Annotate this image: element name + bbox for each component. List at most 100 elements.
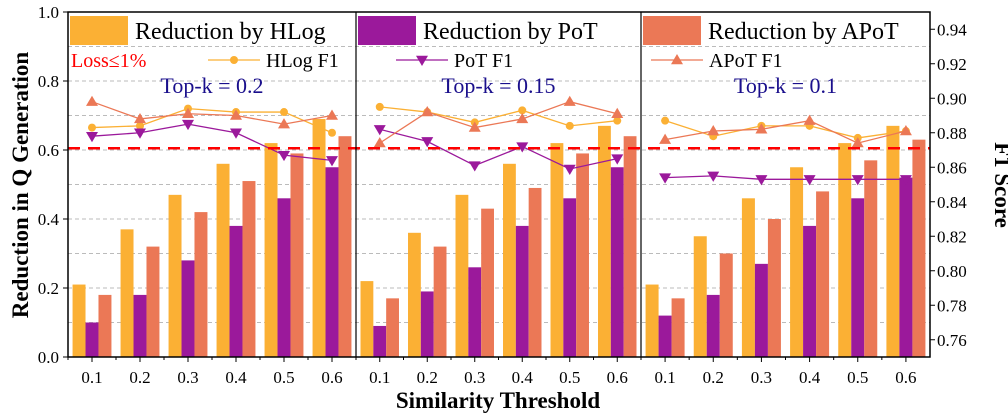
f1-marker-tri-up (659, 133, 672, 144)
legend-bar-label: Reduction by HLog (135, 19, 326, 45)
bar-HLog (72, 284, 86, 357)
ticks: 0.0 0.2 0.4 0.6 0.8 1.0 0.76 0.78 0.80 0.82 0.84 0.… (38, 3, 968, 387)
bar-APoT (816, 191, 830, 357)
legend-bar-label: Reduction by PoT (423, 19, 598, 45)
bar-HLog (120, 229, 134, 357)
bar-APoT (386, 298, 399, 357)
bar-HLog (790, 167, 804, 357)
legend-line-label: PoT F1 (454, 50, 513, 72)
bar-APoT (912, 139, 926, 357)
x-tick-label: 0.3 (464, 368, 485, 387)
bar-PoT (277, 198, 291, 357)
bar-PoT (803, 225, 817, 357)
y-right-tick-label: 0.88 (937, 124, 967, 143)
bar-PoT (325, 167, 339, 357)
bar-HLog (741, 198, 755, 357)
bar-PoT (420, 291, 434, 357)
bar-APoT (98, 294, 112, 357)
bar-PoT (706, 294, 720, 357)
bar-PoT (373, 325, 387, 357)
x-tick-label: 0.1 (369, 368, 390, 387)
bar-HLog (360, 281, 374, 357)
loss-label: Loss≤1% (71, 50, 146, 72)
bar-HLog (598, 125, 611, 357)
f1-lines (68, 54, 930, 186)
f1-line-HLog (664, 120, 907, 139)
f1-line-PoT (379, 128, 618, 170)
bar-APoT (433, 246, 447, 357)
bar-PoT (468, 267, 482, 357)
f1-marker-circle (328, 128, 336, 137)
bar-HLog (455, 194, 469, 357)
bars (72, 118, 926, 357)
bar-PoT (515, 225, 529, 357)
y-right-tick-label: 0.86 (937, 158, 967, 177)
bar-APoT (864, 160, 878, 357)
bar-PoT (133, 294, 147, 357)
x-tick-label: 0.6 (895, 368, 916, 387)
bar-APoT (767, 219, 781, 357)
legend-swatch-PoT (358, 16, 416, 45)
f1-marker-tri-up (755, 123, 768, 134)
bar-PoT (85, 322, 99, 357)
f1-marker-tri-down (851, 175, 864, 186)
legend-marker-PoT (416, 55, 428, 66)
bar-APoT (338, 136, 352, 357)
f1-marker-tri-down (182, 119, 194, 131)
f1-marker-circle (518, 106, 527, 115)
f1-marker-circle (375, 102, 384, 111)
f1-line-PoT (665, 175, 906, 180)
y-right-tick-label: 0.94 (937, 20, 967, 39)
x-tick-label: 0.3 (177, 368, 198, 387)
bar-PoT (851, 198, 865, 357)
f1-marker-tri-down (278, 150, 290, 162)
bar-HLog (550, 143, 564, 357)
x-tick-label: 0.5 (559, 368, 580, 387)
f1-marker-tri-up (326, 109, 338, 120)
f1-marker-tri-down (659, 173, 672, 184)
x-tick-label: 0.5 (847, 368, 868, 387)
f1-marker-circle (280, 108, 288, 117)
bar-APoT (671, 298, 685, 357)
x-tick-label: 0.2 (129, 368, 150, 387)
bar-HLog (408, 232, 421, 357)
y-axis-label: Reduction in Q Generation (8, 52, 33, 319)
f1-marker-tri-down (134, 128, 146, 139)
bar-HLog (886, 125, 900, 357)
f1-marker-tri-down (373, 125, 386, 136)
y-tick-label: 0.0 (38, 348, 59, 367)
topk-label: Top-k = 0.1 (734, 73, 837, 98)
x-tick-label: 0.1 (81, 368, 102, 387)
y-right-tick-label: 0.84 (937, 193, 967, 212)
x-tick-label: 0.2 (417, 368, 438, 387)
f1-line-HLog (91, 107, 333, 134)
y-right-tick-label: 0.92 (937, 55, 967, 74)
bar-HLog (838, 143, 852, 357)
f1-marker-tri-down (707, 171, 720, 182)
x-tick-label: 0.4 (799, 368, 821, 387)
f1-line-PoT (91, 123, 333, 161)
f1-marker-tri-up (707, 125, 720, 136)
x-tick-label: 0.2 (703, 368, 724, 387)
f1-marker-tri-down (516, 142, 529, 153)
f1-marker-circle (613, 116, 622, 125)
topk-label: Top-k = 0.15 (441, 73, 555, 98)
f1-marker-circle (661, 116, 670, 125)
f1-line-APoT (379, 101, 618, 144)
f1-marker-tri-up (278, 118, 290, 129)
bar-HLog (693, 236, 707, 357)
y-axis-right-label: F1 Score (990, 142, 1008, 228)
y-tick-label: 0.4 (38, 210, 60, 229)
f1-marker-tri-down (563, 164, 576, 175)
f1-marker-tri-down (755, 175, 768, 186)
x-tick-label: 0.6 (607, 368, 628, 387)
x-tick-label: 0.4 (512, 368, 534, 387)
f1-marker-tri-down (468, 161, 481, 172)
f1-marker-tri-up (899, 125, 912, 136)
y-tick-label: 0.2 (38, 279, 59, 298)
f1-marker-tri-up (803, 114, 816, 125)
f1-marker-tri-down (803, 175, 816, 186)
x-tick-label: 0.6 (321, 368, 342, 387)
f1-marker-circle (136, 121, 144, 130)
bar-APoT (194, 212, 208, 357)
